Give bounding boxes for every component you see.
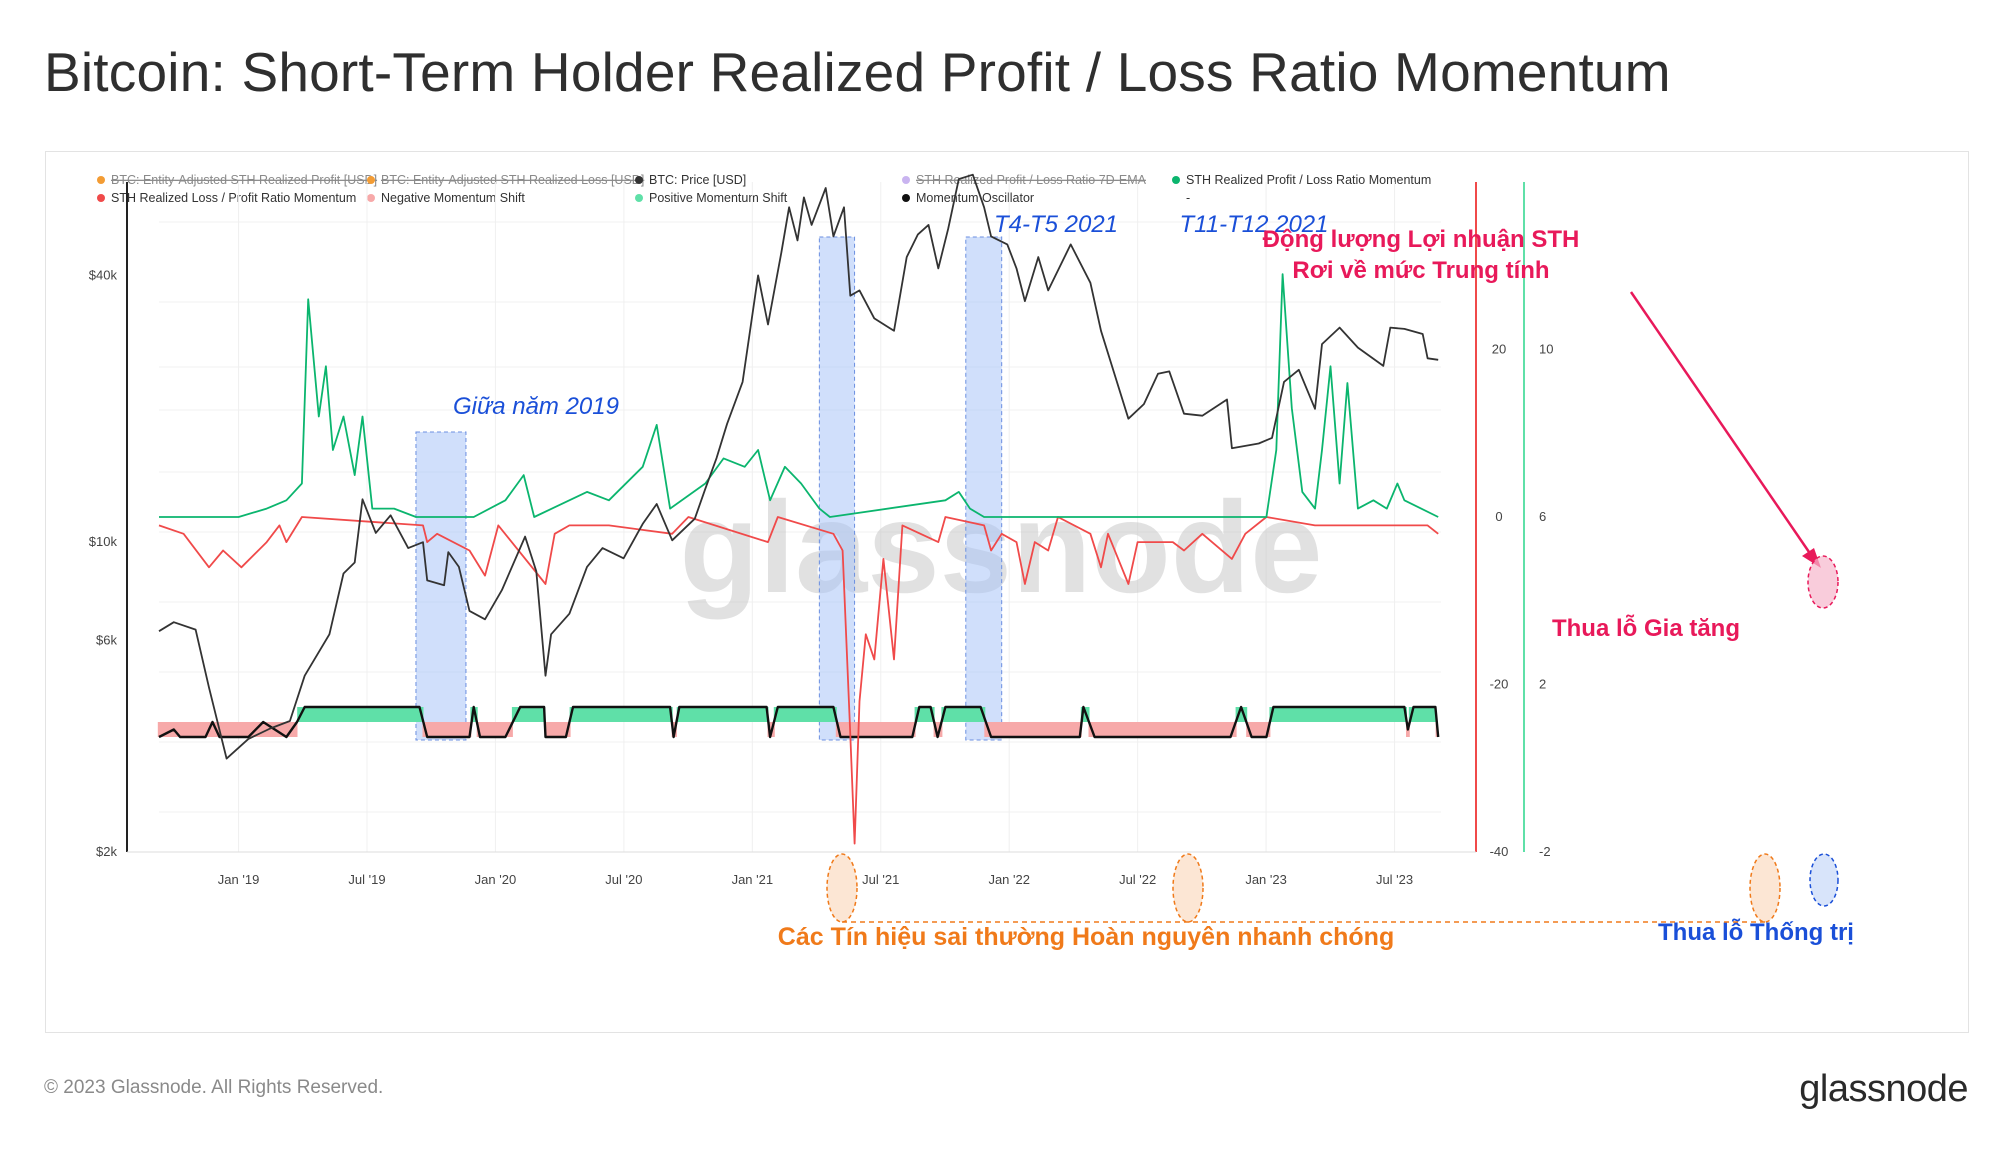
x-tick-label: Jul '19 <box>348 872 385 887</box>
annotation-false-signals: Các Tín hiệu sai thường Hoàn nguyên nhan… <box>778 923 1394 951</box>
legend-marker <box>367 194 375 202</box>
highlight-box <box>818 236 856 741</box>
momentum-tick-label: -40 <box>1490 844 1509 859</box>
legend-marker <box>635 176 643 184</box>
legend-marker <box>97 176 105 184</box>
highlight-box <box>965 236 1003 741</box>
legend-marker <box>635 194 643 202</box>
legend-item: Momentum Oscillator <box>902 191 1034 205</box>
legend-marker <box>367 176 375 184</box>
annotation-apr-may-2021: T4-T5 2021 <box>994 211 1118 238</box>
legend-label: Momentum Oscillator <box>916 191 1034 205</box>
annotations: Giữa năm 2019 T4-T5 2021 T11-T12 2021Động … <box>453 211 1854 951</box>
legend-item: - <box>1186 191 1190 205</box>
legend-marker <box>902 176 910 184</box>
annotation-sth-profit-line2: Rơi về mức Trung tính <box>1292 257 1549 284</box>
positive-momentum-shift-area <box>297 707 1436 722</box>
x-tick-label: Jan '19 <box>218 872 260 887</box>
false-signal-marker <box>1749 853 1781 923</box>
legend-item: BTC: Price [USD] <box>635 173 746 187</box>
false-signal-marker <box>826 853 858 923</box>
chart-svg: BTC: Entity-Adjusted STH Realized Profit… <box>89 173 1854 951</box>
copyright: © 2023 Glassnode. All Rights Reserved. <box>44 1077 384 1098</box>
chart-container: BTC: Entity-Adjusted STH Realized Profit… <box>45 151 1969 1033</box>
legend-label: BTC: Entity-Adjusted STH Realized Profit… <box>111 173 377 187</box>
legend-item: Negative Momentum Shift <box>367 191 525 205</box>
legend-label: - <box>1186 191 1190 205</box>
legend-label: BTC: Entity-Adjusted STH Realized Loss [… <box>381 173 644 187</box>
loss-dominant-marker <box>1809 853 1839 907</box>
price-tick-label: $6k <box>96 633 117 648</box>
price-tick-label: $40k <box>89 267 118 282</box>
legend-marker <box>97 194 105 202</box>
legend-item: STH Realized Profit / Loss Ratio 7D-EMA <box>902 173 1147 187</box>
oscillator-tick-label: 2 <box>1539 677 1546 692</box>
annotation-mid-2019: Giữa năm 2019 <box>453 393 619 420</box>
oscillator-fill <box>157 707 1438 737</box>
x-tick-label: Jan '23 <box>1245 872 1287 887</box>
negative-momentum-shift-area <box>157 722 1438 737</box>
legend-label: Positive Momentum Shift <box>649 191 788 205</box>
legend-marker <box>902 194 910 202</box>
series-btc-price <box>158 173 1439 760</box>
legend-label: STH Realized Loss / Profit Ratio Momentu… <box>111 191 356 205</box>
legend: BTC: Entity-Adjusted STH Realized Profit… <box>97 173 1431 205</box>
price-tick-label: $2k <box>96 844 117 859</box>
annotation-nov-dec-2021: T11-T12 2021 <box>1180 211 1329 238</box>
legend-item: STH Realized Profit / Loss Ratio Momentu… <box>1172 173 1431 187</box>
legend-label: STH Realized Profit / Loss Ratio Momentu… <box>1186 173 1431 187</box>
x-tick-label: Jan '20 <box>475 872 517 887</box>
highlight-periods <box>415 236 1003 741</box>
oscillator-tick-label: 6 <box>1539 509 1546 524</box>
legend-item: Positive Momentum Shift <box>635 191 788 205</box>
legend-label: STH Realized Profit / Loss Ratio 7D-EMA <box>916 173 1147 187</box>
series-sth-loss-momentum <box>158 516 1439 845</box>
momentum-tick-label: 20 <box>1492 342 1506 357</box>
oscillator-tick-label: 10 <box>1539 342 1553 357</box>
momentum-tick-label: -20 <box>1490 677 1509 692</box>
legend-marker <box>1172 176 1180 184</box>
page-title: Bitcoin: Short-Term Holder Realized Prof… <box>44 41 1671 103</box>
series-lines <box>158 173 1440 845</box>
price-tick-label: $10k <box>89 534 118 549</box>
annotation-sth-profit-line1: Động lượng Lợi nhuận STH <box>1263 226 1580 253</box>
loss-increase-marker <box>1807 555 1839 609</box>
momentum-tick-label: 0 <box>1495 509 1502 524</box>
glassnode-logo[interactable]: glassnode <box>1799 1068 1968 1110</box>
legend-item: BTC: Entity-Adjusted STH Realized Loss [… <box>367 173 644 187</box>
series-momentum-oscillator <box>158 705 1440 739</box>
annotation-loss-increase: Thua lỗ Gia tăng <box>1552 614 1740 642</box>
legend-item: STH Realized Loss / Profit Ratio Momentu… <box>97 191 356 205</box>
axes: $2k $6k $10k $40k 20 0 -20 -40 10 6 2 -2 Jan '19 Jul … <box>89 182 1553 887</box>
false-signal-marker <box>1172 853 1204 923</box>
legend-label: BTC: Price [USD] <box>649 173 746 187</box>
legend-item: BTC: Entity-Adjusted STH Realized Profit… <box>97 173 377 187</box>
x-tick-label: Jul '20 <box>605 872 642 887</box>
series-sth-profit-momentum <box>159 273 1439 518</box>
legend-label: Negative Momentum Shift <box>381 191 525 205</box>
x-tick-label: Jul '21 <box>862 872 899 887</box>
x-tick-label: Jul '23 <box>1376 872 1413 887</box>
oscillator-tick-label: -2 <box>1539 844 1551 859</box>
x-tick-label: Jan '22 <box>988 872 1030 887</box>
highlight-box <box>415 431 467 741</box>
x-tick-label: Jan '21 <box>732 872 774 887</box>
x-tick-label: Jul '22 <box>1119 872 1156 887</box>
arrow-line <box>1629 291 1811 553</box>
